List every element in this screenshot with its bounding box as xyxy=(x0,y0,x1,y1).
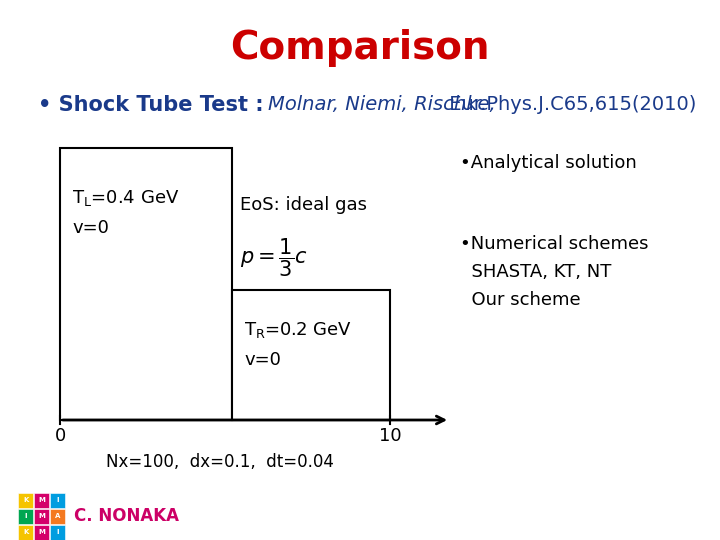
Text: M: M xyxy=(38,514,45,519)
Bar xyxy=(18,509,33,524)
Text: K: K xyxy=(23,497,28,503)
Text: Nx=100,  dx=0.1,  dt=0.04: Nx=100, dx=0.1, dt=0.04 xyxy=(106,453,334,471)
Text: $p = \dfrac{1}{3}c$: $p = \dfrac{1}{3}c$ xyxy=(240,237,308,279)
Text: v=0: v=0 xyxy=(244,351,281,369)
Text: • Shock Tube Test :: • Shock Tube Test : xyxy=(38,95,271,115)
Text: I: I xyxy=(24,514,27,519)
Bar xyxy=(34,525,49,540)
Text: Comparison: Comparison xyxy=(230,29,490,67)
Text: I: I xyxy=(56,529,59,535)
Bar xyxy=(34,509,49,524)
Bar xyxy=(18,493,33,508)
Bar xyxy=(50,493,65,508)
Text: $\mathrm{T_R}$=0.2 GeV: $\mathrm{T_R}$=0.2 GeV xyxy=(244,320,352,340)
Bar xyxy=(18,525,33,540)
Text: Eur.Phys.J.C65,615(2010): Eur.Phys.J.C65,615(2010) xyxy=(443,96,696,114)
Text: •Numerical schemes
  SHASTA, KT, NT
  Our scheme: •Numerical schemes SHASTA, KT, NT Our sc… xyxy=(460,235,649,308)
Text: EoS: ideal gas: EoS: ideal gas xyxy=(240,196,367,214)
Text: A: A xyxy=(55,514,60,519)
Text: 0: 0 xyxy=(55,427,66,445)
Bar xyxy=(60,148,232,420)
Text: M: M xyxy=(38,497,45,503)
Text: C. NONAKA: C. NONAKA xyxy=(74,507,179,525)
Text: I: I xyxy=(56,497,59,503)
Text: Molnar, Niemi, Rischke,: Molnar, Niemi, Rischke, xyxy=(268,96,496,114)
Text: •Analytical solution: •Analytical solution xyxy=(460,154,636,172)
Bar xyxy=(50,509,65,524)
Text: v=0: v=0 xyxy=(72,219,109,237)
Text: $\mathrm{T_L}$=0.4 GeV: $\mathrm{T_L}$=0.4 GeV xyxy=(72,188,179,208)
Bar xyxy=(34,493,49,508)
Text: K: K xyxy=(23,529,28,535)
Bar xyxy=(50,525,65,540)
Bar xyxy=(232,290,390,420)
Text: M: M xyxy=(38,529,45,535)
Text: 10: 10 xyxy=(379,427,401,445)
